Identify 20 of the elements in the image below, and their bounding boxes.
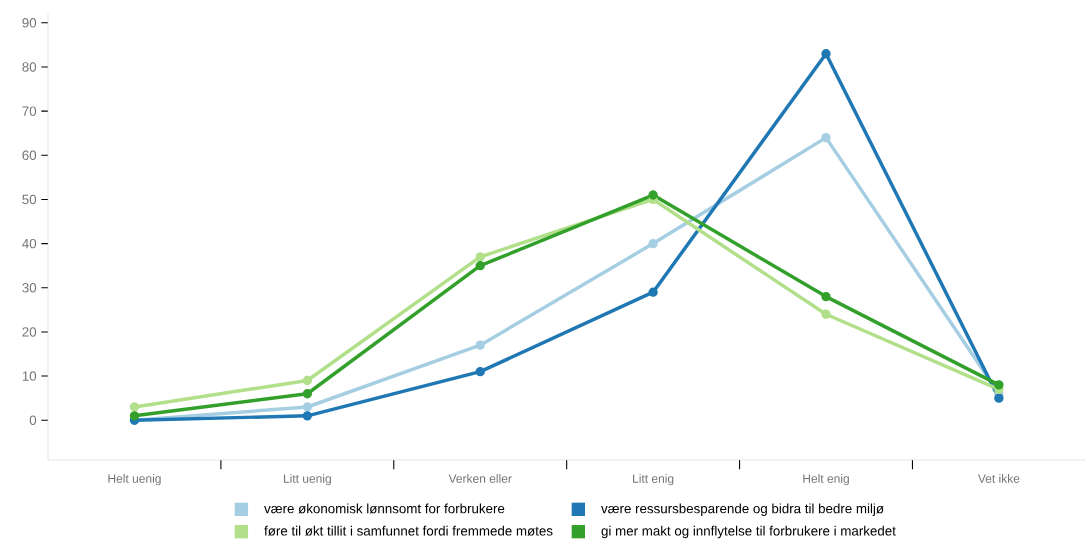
legend-label: føre til økt tillit i samfunnet fordi fremmede møtes [264,525,553,536]
legend-label: gi mer makt og innflytelse til forbrukere i markedet [601,525,896,539]
y-tick-label: 90 [22,18,37,28]
x-tick-label: Helt uenig [108,474,161,486]
legend-label: være økonomisk lønnsomt for forbrukere [264,503,505,514]
x-tick-label: Litt uenig [283,474,331,486]
y-tick-label: 70 [22,106,37,116]
x-tick-label: Helt enig [803,474,849,486]
y-tick-label: 80 [22,62,37,72]
x-tick-label: Litt enig [633,474,674,486]
y-tick-label: 40 [22,238,37,249]
y-tick-label: 50 [22,194,37,205]
y-tick-label: 10 [22,371,37,381]
x-tick-label: Vet ikke [977,474,1020,483]
y-tick-label: 30 [22,283,37,293]
y-tick-label: 60 [22,150,37,161]
y-tick-label: 0 [29,415,37,425]
y-tick-label: 20 [22,327,37,337]
x-tick-label: Verken eller [448,474,512,483]
legend-label: være ressursbesparende og bidra til bedre miljø [601,503,884,516]
